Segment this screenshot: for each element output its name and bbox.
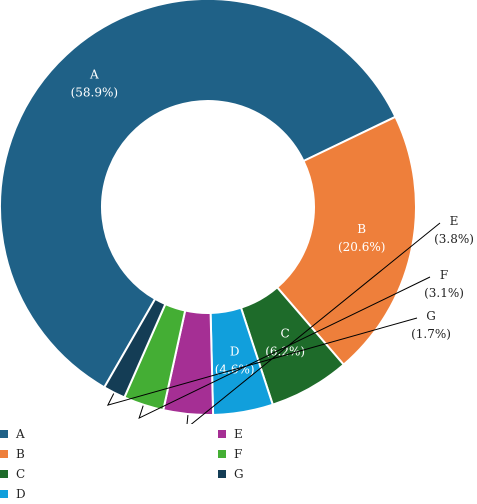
legend-item-g: G — [218, 464, 244, 484]
slice-value-g: (1.7%) — [411, 327, 451, 341]
slice-label-c: C — [281, 327, 290, 341]
leader-line-e — [186, 222, 441, 424]
leader-line-f — [138, 276, 431, 420]
slice-label-d: D — [230, 345, 240, 359]
slice-value-a: (58.9%) — [71, 86, 118, 100]
legend-item-a: A — [0, 424, 25, 444]
legend-swatch-f — [218, 450, 226, 458]
legend-label-c: C — [16, 467, 26, 481]
slice-a — [0, 0, 397, 389]
legend-label-b: B — [16, 447, 25, 461]
slice-b — [275, 115, 417, 367]
slice-label-f: F — [440, 268, 448, 282]
slice-value-e: (3.8%) — [434, 232, 474, 246]
slice-g — [102, 297, 167, 399]
slice-label-e: E — [450, 214, 459, 228]
legend: A B C D E F G — [0, 424, 477, 502]
legend-swatch-b — [0, 450, 8, 458]
legend-swatch-c — [0, 470, 8, 478]
legend-item-d: D — [0, 484, 26, 504]
legend-swatch-d — [0, 490, 8, 498]
slice-value-b: (20.6%) — [338, 240, 385, 254]
legend-swatch-a — [0, 430, 8, 438]
legend-label-e: E — [234, 427, 243, 441]
donut-chart: A(58.9%)B(20.6%)C(6.2%)D(4.6%)E(3.8%)F(3… — [0, 0, 474, 424]
legend-swatch-e — [218, 430, 226, 438]
slice-label-g: G — [426, 309, 436, 323]
legend-swatch-g — [218, 470, 226, 478]
legend-item-c: C — [0, 464, 25, 484]
slice-value-f: (3.1%) — [424, 286, 464, 300]
legend-item-e: E — [218, 424, 243, 444]
legend-label-d: D — [16, 487, 26, 501]
slice-label-b: B — [357, 222, 366, 236]
legend-item-f: F — [218, 444, 242, 464]
legend-item-b: B — [0, 444, 25, 464]
legend-label-g: G — [234, 467, 244, 481]
leader-line-g — [106, 317, 418, 406]
legend-label-a: A — [16, 427, 25, 441]
slice-label-a: A — [89, 68, 99, 82]
slice-value-c: (6.2%) — [265, 345, 305, 359]
legend-label-f: F — [234, 447, 243, 461]
